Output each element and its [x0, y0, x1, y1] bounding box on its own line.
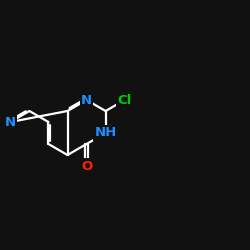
Text: N: N [81, 94, 92, 106]
Text: O: O [81, 160, 92, 172]
Text: NH: NH [94, 126, 117, 140]
Text: N: N [5, 116, 16, 128]
Text: Cl: Cl [118, 94, 132, 106]
